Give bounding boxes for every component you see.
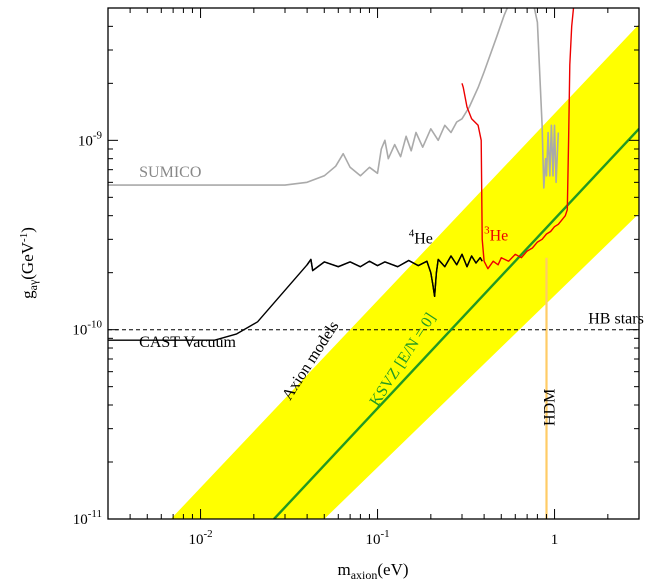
y-tick-label: 10-10 xyxy=(72,319,102,339)
hb-label: HB stars xyxy=(588,310,644,327)
sumico-line xyxy=(108,8,560,189)
x-tick-label: 10-1 xyxy=(365,528,389,548)
he3-label: 3He xyxy=(484,225,508,245)
y-axis-label: gaγ(GeV-1) xyxy=(18,227,40,299)
he4-line xyxy=(306,253,483,297)
y-tick-label: 10-11 xyxy=(73,508,102,528)
plot-area xyxy=(108,8,639,519)
plot-frame xyxy=(107,7,640,520)
x-tick-label: 10-2 xyxy=(188,528,212,548)
ksvz-line xyxy=(273,127,639,519)
sumico-label: SUMICO xyxy=(139,164,201,181)
x-axis-label: maxion(eV) xyxy=(337,560,408,582)
y-tick-label: 10-9 xyxy=(78,129,103,149)
axion-models-band xyxy=(170,24,639,519)
he3-line xyxy=(461,8,575,270)
hdm-label: HDM xyxy=(542,389,559,426)
x-tick-label: 1 xyxy=(551,532,559,548)
cast-vacuum-label: CAST Vacuum xyxy=(139,334,236,351)
he4-label: 4He xyxy=(409,228,433,248)
